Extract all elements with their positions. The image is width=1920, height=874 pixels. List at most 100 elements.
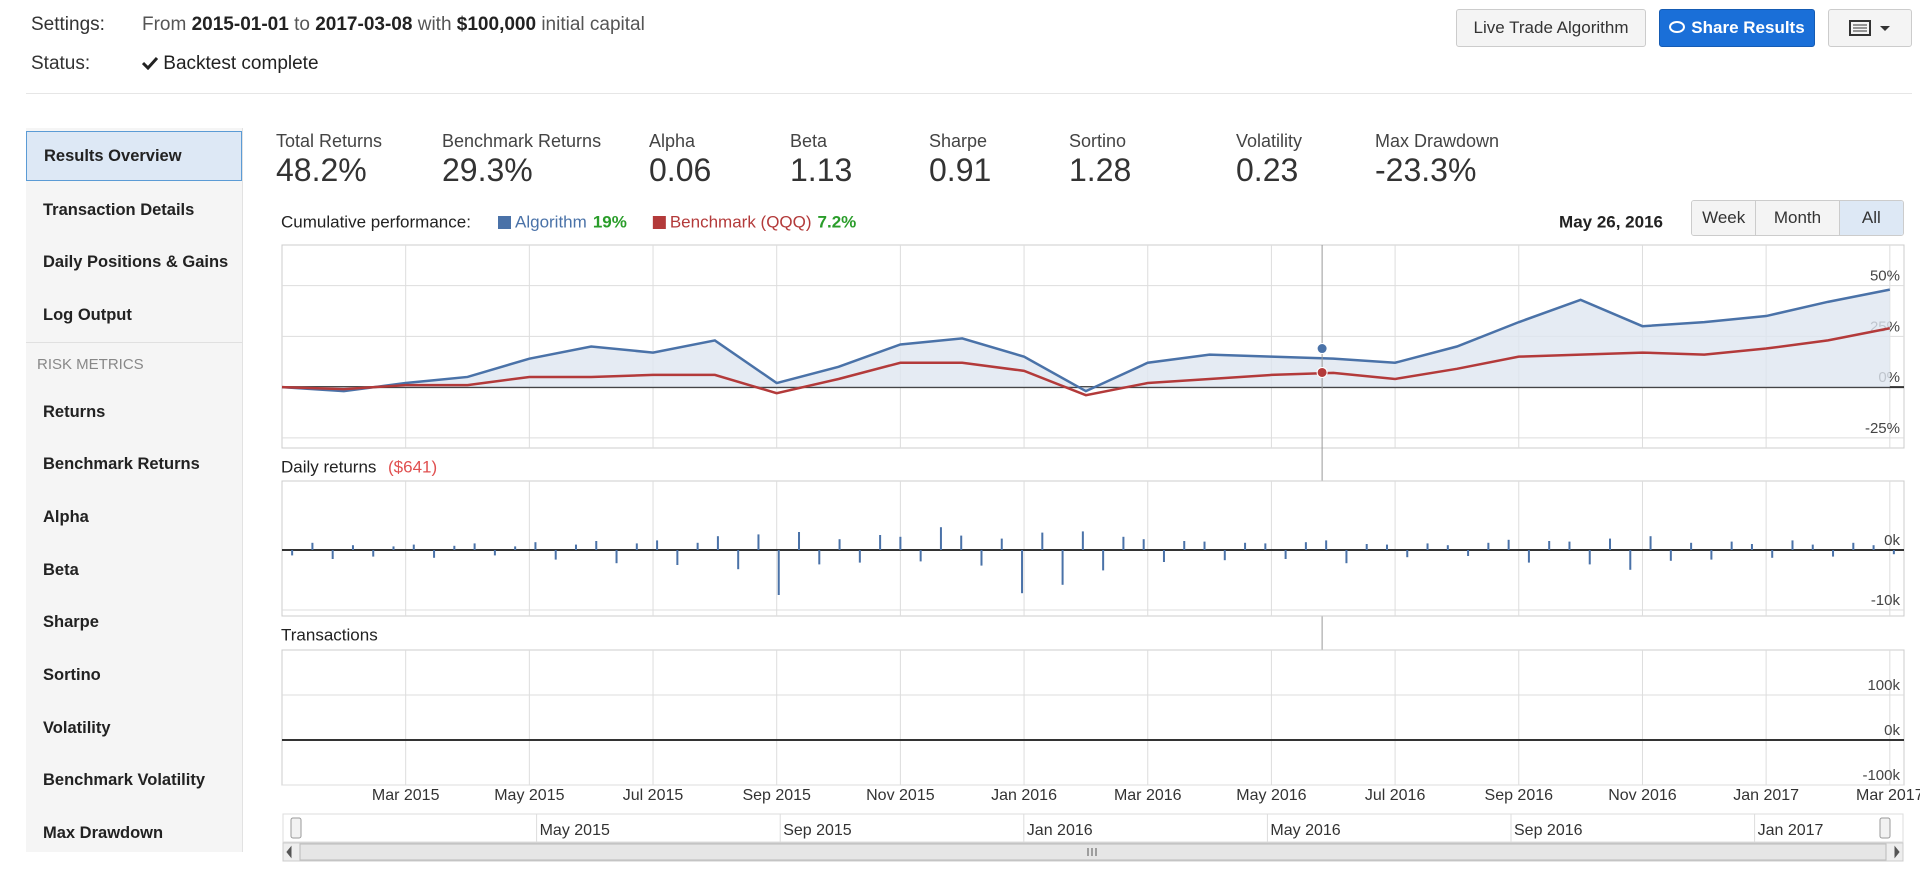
capital: $100,000 [456,14,537,35]
status-text: Backtest complete [141,53,319,75]
bar [1325,540,1328,550]
x-tick-label: Jul 2015 [623,787,684,804]
nav-item[interactable]: Benchmark Volatility [43,771,205,790]
hover-dot [1316,366,1328,378]
nav-item[interactable]: Max Drawdown [43,824,164,843]
y-tick-label: -100k [1862,767,1900,784]
legend-swatch [498,216,511,229]
bar [1365,544,1368,550]
metric-label: Benchmark Returns [442,131,602,151]
bar [514,546,517,550]
y-tick-label: 100k [1867,677,1900,694]
metric-label: Total Returns [276,131,383,151]
nav-item[interactable]: Returns [43,402,106,421]
bar [939,527,942,550]
x-tick-label: Jul 2016 [1365,787,1426,804]
hover-dot [1316,343,1328,355]
x-tick-label: Nov 2015 [866,787,935,804]
y-tick-label: 0k [1884,532,1900,549]
bar [1892,550,1895,555]
nav-item[interactable]: Transaction Details [43,200,195,219]
bar [1467,550,1470,556]
chart-title: Transactions [281,625,378,644]
metric-label: Alpha [649,131,696,151]
bar [919,550,922,562]
settings-row: Settings: From 2015-01-01 to 2017-03-08 … [31,14,645,36]
metric-label: Sharpe [929,131,988,151]
navigator-label: Sep 2015 [783,822,852,839]
bar [1568,541,1571,550]
x-tick-label: Mar 2017 [1856,787,1920,804]
text: to [294,14,310,35]
bar [554,550,557,560]
metric-value: 29.3% [442,152,533,188]
bar [1771,550,1774,558]
bar [1649,536,1652,550]
label: Live Trade Algorithm [1473,18,1629,37]
y-tick-label: -10k [1871,592,1901,609]
bar [1385,544,1388,550]
bar [1852,542,1855,550]
label: Share Results [1691,18,1805,37]
bar [1406,550,1409,558]
nav-item[interactable]: Log Output [43,305,132,324]
metric-value: -23.3% [1375,152,1477,188]
bar [1730,541,1733,550]
bar [534,542,537,550]
navigator-label: Sep 2016 [1514,822,1583,839]
legend-value: 19% [593,212,627,231]
bar [1690,542,1693,550]
bar [331,550,334,559]
settings-text: From 2015-01-01 to 2017-03-08 with $100,… [142,14,645,36]
bar [798,532,801,550]
nav-item[interactable]: Sharpe [43,613,99,632]
bar [696,542,699,550]
bar [311,542,314,550]
bar [1061,550,1064,585]
metric-label: Sortino [1069,131,1127,151]
bar [574,544,577,550]
bar [1183,541,1186,550]
bar [757,534,760,550]
text: From [142,14,187,35]
nav-item[interactable]: Daily Positions & Gains [43,253,229,272]
share-button[interactable]: Share Results [1659,9,1815,47]
x-tick-label: May 2016 [1236,787,1306,804]
bar [1142,539,1145,550]
x-tick-label: May 2015 [494,787,564,804]
check-icon [141,56,159,71]
range-button[interactable]: Month [1755,201,1839,235]
live-trade-button[interactable]: Live Trade Algorithm [1456,9,1646,47]
line [281,288,1891,393]
bar [777,550,780,595]
range-button[interactable]: All [1838,201,1903,235]
x-tick-label: Mar 2015 [372,787,440,804]
bar [1446,545,1449,550]
bar [737,550,740,570]
nav-item[interactable]: Sortino [43,666,101,685]
nav-item[interactable]: Alpha [43,507,89,526]
chart-title: Daily returns [281,457,376,476]
bar [1548,541,1551,550]
bar [980,550,983,566]
bar [372,550,375,557]
end-date: 2017-03-08 [315,14,413,35]
bar [879,535,882,550]
range-button[interactable]: Week [1692,201,1756,235]
menu-button[interactable] [1828,9,1912,47]
bar [1264,543,1267,550]
x-tick-label: Sep 2015 [742,787,811,804]
bar [1081,531,1084,550]
text: Backtest complete [163,53,319,74]
bar [818,550,821,565]
nav-item[interactable]: Beta [43,560,79,579]
bar [1203,541,1206,550]
nav-item[interactable]: Results Overview [26,131,242,181]
nav-item[interactable]: Volatility [43,718,111,737]
nav-item[interactable]: Benchmark Returns [43,455,200,474]
metric-label: Max Drawdown [1375,131,1500,151]
bar [635,543,638,550]
bar [1102,550,1105,571]
bar [1832,550,1835,557]
